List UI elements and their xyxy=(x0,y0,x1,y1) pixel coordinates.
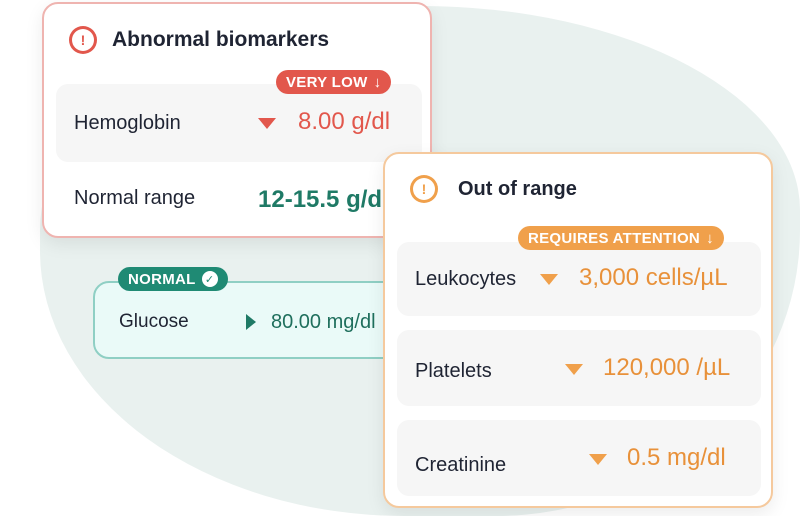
alert-circle-icon: ! xyxy=(410,175,438,203)
leukocytes-row: Leukocytes 3,000 cells/µL xyxy=(397,242,761,316)
normal-range-label: Normal range xyxy=(74,187,196,209)
down-triangle-icon xyxy=(589,454,607,465)
biomarker-label: Platelets xyxy=(415,360,492,382)
status-badge: VERY LOW ↓ xyxy=(276,70,392,94)
biomarker-value: 8.00 g/dl xyxy=(298,108,391,135)
out-of-range-card: ! Out of range Leukocytes 3,000 cells/µL… xyxy=(383,152,773,508)
badge-label: NORMAL xyxy=(128,270,196,288)
biomarker-label: Creatinine xyxy=(415,454,507,476)
normal-range-value: 12-15.5 g/dl xyxy=(258,186,389,213)
down-triangle-icon xyxy=(258,118,276,129)
creatinine-row: Creatinine 0.5 mg/dl xyxy=(397,420,761,496)
biomarker-value: 80.00 mg/dl xyxy=(271,311,376,333)
normal-badge: NORMAL ✓ xyxy=(118,267,228,291)
down-triangle-icon xyxy=(565,364,583,375)
badge-label: REQUIRES ATTENTION xyxy=(528,229,701,247)
biomarker-value: 3,000 cells/µL xyxy=(579,264,728,291)
arrow-down-icon: ↓ xyxy=(373,73,382,91)
biomarker-label: Glucose xyxy=(119,311,189,332)
biomarker-value: 120,000 /µL xyxy=(603,354,731,381)
biomarker-label: Hemoglobin xyxy=(74,112,181,134)
badge-label: VERY LOW xyxy=(286,73,368,91)
down-triangle-icon xyxy=(540,274,558,285)
biomarker-label: Leukocytes xyxy=(415,268,517,290)
card-title: Out of range xyxy=(458,178,577,200)
biomarker-value: 0.5 mg/dl xyxy=(627,444,726,471)
right-triangle-icon xyxy=(246,314,256,330)
arrow-down-icon: ↓ xyxy=(706,229,714,247)
card-title: Abnormal biomarkers xyxy=(112,28,330,51)
hemoglobin-row: Hemoglobin 8.00 g/dl xyxy=(56,84,422,162)
glucose-card: Glucose 80.00 mg/dl xyxy=(93,281,401,359)
alert-circle-icon: ! xyxy=(69,26,97,54)
platelets-row: Platelets 120,000 /µL xyxy=(397,330,761,406)
check-circle-icon: ✓ xyxy=(201,271,218,287)
requires-attention-badge: REQUIRES ATTENTION ↓ xyxy=(518,226,724,250)
abnormal-biomarkers-card: ! Abnormal biomarkers Hemoglobin 8.00 g/… xyxy=(42,2,432,238)
